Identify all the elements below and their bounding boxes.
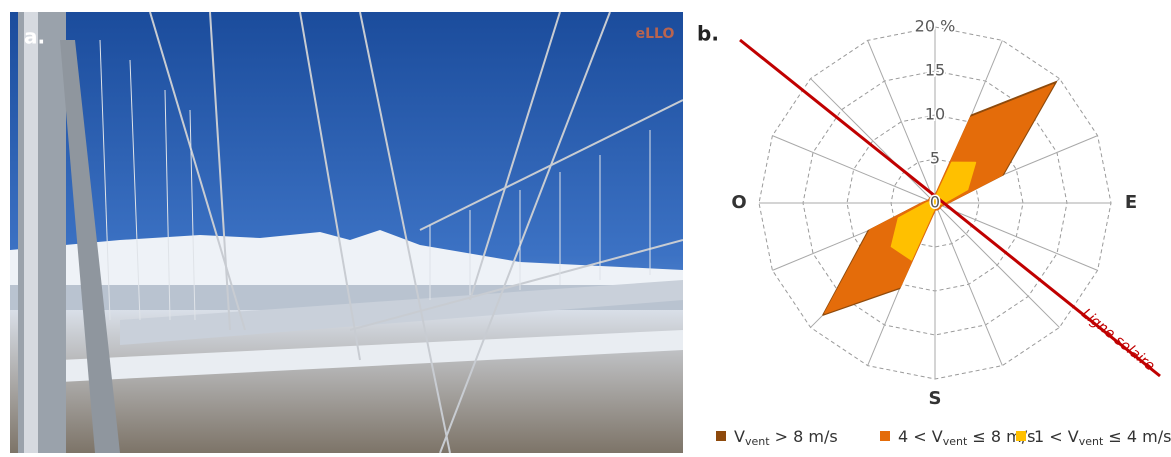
direction-label: E <box>1125 192 1137 213</box>
spoke <box>772 135 936 204</box>
spoke <box>934 202 1098 271</box>
r-tick-label: 0 <box>930 193 940 212</box>
spoke <box>934 202 1003 366</box>
direction-label: S <box>929 388 942 409</box>
panel-label: b. <box>697 22 719 46</box>
direction-label: O <box>731 192 746 213</box>
spoke <box>810 78 936 204</box>
rose-area <box>890 161 977 261</box>
spoke <box>867 40 936 204</box>
annotation: Ligne solaire <box>1078 306 1157 375</box>
grid-ring <box>802 70 1068 336</box>
solar-line <box>739 38 1161 378</box>
spoke <box>934 202 1060 328</box>
legend-swatch <box>1016 431 1026 441</box>
r-tick-label: 5 <box>930 149 940 168</box>
legend-label: 4 < Vvent ≤ 8 m/s <box>898 427 1035 449</box>
legend-label: 1 < Vvent ≤ 4 m/s <box>1034 427 1171 449</box>
legend-swatch <box>880 431 890 441</box>
legend-swatch <box>716 431 726 441</box>
legend-label: Vvent > 8 m/s <box>734 427 838 449</box>
photo: a. eLLO <box>10 12 683 453</box>
panel-label: a. <box>24 25 45 49</box>
r-tick-label: 20 % <box>915 17 956 36</box>
r-tick-label: 15 <box>925 61 945 80</box>
r-tick-label: 10 <box>925 105 945 124</box>
logo: eLLO <box>636 26 675 42</box>
